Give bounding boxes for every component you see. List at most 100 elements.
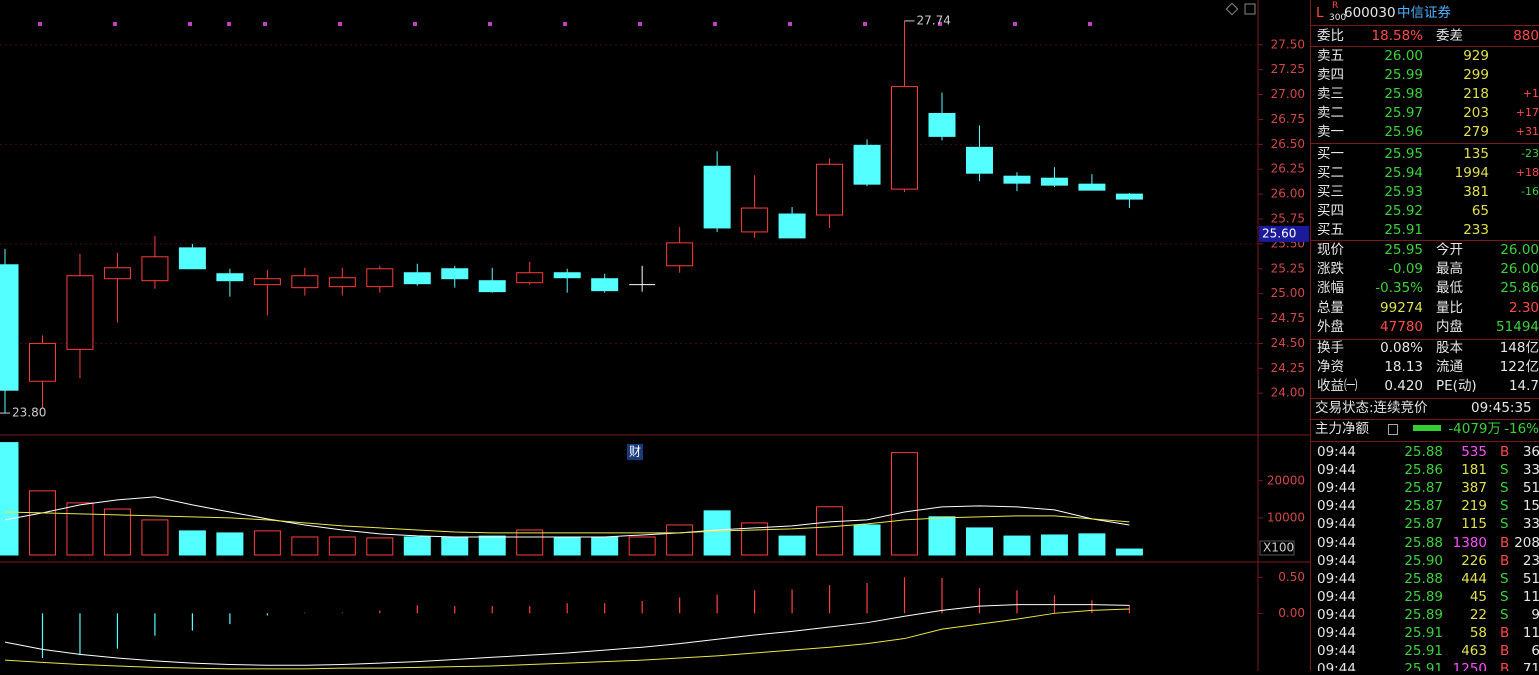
tick-count: 11 bbox=[1522, 625, 1539, 641]
tick-side: S bbox=[1500, 588, 1509, 605]
status-time: 09:45:35 bbox=[1471, 400, 1532, 416]
tick-price: 25.91 bbox=[1404, 661, 1443, 671]
quote-label: 总量 bbox=[1317, 299, 1344, 316]
tick-volume: 1380 bbox=[1452, 534, 1487, 551]
marker-box bbox=[627, 444, 643, 460]
candle-body bbox=[253, 278, 281, 286]
tick-price: 25.88 bbox=[1404, 534, 1443, 551]
y-tick-label: 26.00 bbox=[1271, 187, 1305, 201]
event-dot bbox=[227, 22, 231, 26]
chart-area: 27.50 27.25 27.00 26.75 26.50 26.25 26.00 25.75… bbox=[0, 0, 1310, 671]
quote-label: 净资 bbox=[1317, 359, 1344, 376]
tick-time: 09:44 bbox=[1317, 661, 1356, 671]
quote-value: 26.00 bbox=[1500, 261, 1539, 278]
volume-bar bbox=[141, 519, 169, 556]
volume-bar bbox=[628, 536, 656, 556]
macd-line bbox=[4, 604, 1130, 666]
tick-time: 09:44 bbox=[1317, 462, 1356, 479]
candle-body bbox=[216, 273, 244, 282]
badge: 300 bbox=[1329, 13, 1347, 23]
volume-bar bbox=[253, 530, 281, 556]
separator bbox=[1311, 143, 1539, 144]
order-change: +31 bbox=[1515, 125, 1539, 139]
y-tick-label: 0.50 bbox=[1278, 570, 1305, 584]
y-tick-label: 27.00 bbox=[1271, 87, 1305, 101]
y-tick-label: 25.00 bbox=[1271, 286, 1305, 300]
quote-label: 股本 bbox=[1436, 340, 1463, 356]
event-dot bbox=[938, 22, 942, 26]
volume-bar bbox=[891, 452, 919, 556]
volume-bar bbox=[403, 536, 431, 556]
quote-value: 51494 bbox=[1496, 318, 1539, 335]
candle-body bbox=[441, 268, 469, 280]
volume-bar bbox=[478, 535, 506, 556]
candle-body bbox=[328, 277, 356, 288]
candle-body bbox=[816, 163, 844, 216]
quote-panel: L R 300 600030 中信证券 委比 18.58% 委差 880 卖五 26.00 929 卖四… bbox=[1310, 0, 1539, 671]
volume-bar bbox=[1115, 548, 1143, 556]
event-dot bbox=[263, 22, 267, 26]
order-volume: 233 bbox=[1463, 222, 1489, 239]
order-level: 卖五 bbox=[1317, 48, 1344, 64]
event-dot bbox=[413, 22, 417, 26]
y-tick-label: 27.50 bbox=[1271, 37, 1305, 51]
volume-bar bbox=[366, 537, 394, 556]
order-price: 25.98 bbox=[1384, 86, 1423, 103]
quote-value: 25.86 bbox=[1500, 280, 1539, 297]
candle-body bbox=[853, 144, 881, 185]
volume-bar bbox=[1078, 533, 1106, 556]
tick-time: 09:44 bbox=[1317, 444, 1356, 460]
order-price: 25.93 bbox=[1384, 184, 1423, 201]
candle-body bbox=[928, 112, 956, 137]
event-dot bbox=[638, 22, 642, 26]
tick-count: 51 bbox=[1522, 480, 1539, 497]
tick-count: 6 bbox=[1531, 642, 1539, 660]
quote-value: 0.420 bbox=[1384, 378, 1423, 395]
tick-volume: 115 bbox=[1461, 516, 1487, 533]
tick-count: 15 bbox=[1522, 498, 1539, 515]
separator bbox=[1311, 339, 1539, 340]
candle-body bbox=[403, 272, 431, 285]
badge: R bbox=[1332, 1, 1339, 11]
tick-time: 09:44 bbox=[1317, 552, 1356, 569]
candle-body bbox=[66, 275, 94, 350]
order-volume: 299 bbox=[1463, 67, 1489, 84]
ma-line bbox=[4, 511, 1130, 534]
volume-bar bbox=[778, 535, 806, 556]
y-tick-label: 26.75 bbox=[1271, 112, 1305, 126]
tick-count: 33 bbox=[1522, 462, 1539, 479]
icon-window[interactable] bbox=[1244, 3, 1256, 15]
volume-bar bbox=[553, 537, 581, 556]
tick-count: 23 bbox=[1522, 552, 1539, 569]
order-volume: 929 bbox=[1463, 48, 1489, 64]
tick-count: 9 bbox=[1531, 606, 1539, 624]
tick-side: B bbox=[1500, 534, 1510, 551]
volume-bar bbox=[853, 524, 881, 556]
list-icon[interactable] bbox=[1388, 424, 1398, 435]
tick-side: B bbox=[1500, 552, 1510, 569]
volume-bar bbox=[0, 442, 19, 556]
order-change: +18 bbox=[1515, 166, 1539, 180]
quote-label: 换手 bbox=[1317, 340, 1344, 356]
tick-time: 09:44 bbox=[1317, 534, 1356, 551]
order-volume: 381 bbox=[1463, 184, 1489, 201]
tick-volume: 219 bbox=[1461, 498, 1487, 515]
tick-volume: 387 bbox=[1461, 480, 1487, 497]
tick-volume: 22 bbox=[1469, 606, 1487, 623]
tick-count: 33 bbox=[1522, 516, 1539, 533]
tick-price: 25.87 bbox=[1404, 498, 1443, 515]
event-dot bbox=[863, 22, 867, 26]
event-dot bbox=[788, 22, 792, 26]
tick-price: 25.87 bbox=[1404, 480, 1443, 497]
quote-label: 最低 bbox=[1436, 280, 1463, 297]
tick-side: B bbox=[1500, 643, 1510, 660]
main-force-label: 主力净额 bbox=[1315, 421, 1369, 437]
icon-diamond[interactable] bbox=[1225, 2, 1239, 16]
candle-body bbox=[591, 278, 619, 292]
order-volume: 203 bbox=[1463, 105, 1489, 122]
candle-body bbox=[965, 146, 993, 174]
stock-name: 中信证券 bbox=[1397, 5, 1451, 21]
candle-body bbox=[28, 342, 56, 382]
annotation-label: 27.74 bbox=[917, 13, 951, 27]
event-dot bbox=[1088, 22, 1092, 26]
